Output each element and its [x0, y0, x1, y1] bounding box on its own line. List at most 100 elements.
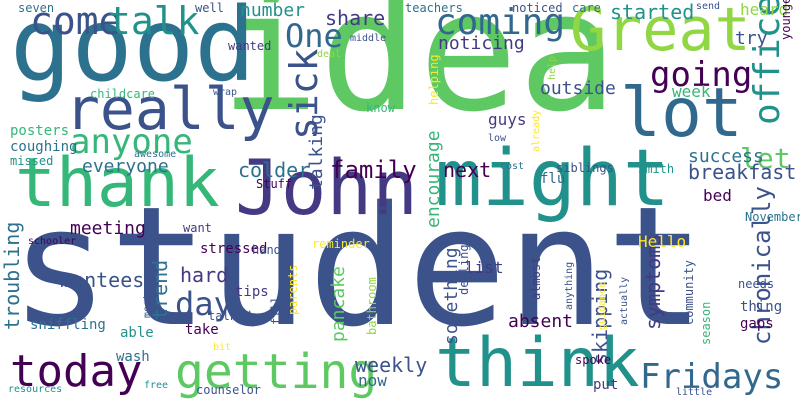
word: Smith — [638, 162, 675, 176]
word: seven — [18, 1, 55, 15]
word: reminder — [312, 237, 370, 251]
word: thing — [740, 299, 783, 315]
word: guys — [488, 110, 527, 129]
word: want — [183, 221, 212, 235]
word: next — [443, 158, 492, 182]
word: bathroom — [365, 277, 379, 335]
word: put — [593, 377, 619, 393]
word: think — [435, 324, 640, 400]
word: John — [235, 143, 419, 232]
word: heard — [740, 0, 789, 19]
word: needs — [738, 277, 775, 291]
word: talking — [306, 114, 327, 190]
word: thank — [15, 144, 220, 223]
word: bit — [213, 342, 232, 353]
word: getting — [175, 344, 378, 400]
word: fill — [269, 296, 283, 325]
word: missed — [10, 154, 54, 168]
word: counselor — [196, 383, 262, 397]
word: list — [465, 258, 504, 277]
word: might — [435, 134, 670, 224]
word: season — [699, 301, 713, 345]
word: wanted — [228, 39, 272, 53]
word: absent — [508, 311, 574, 332]
word: anything — [564, 261, 575, 310]
word: middle — [350, 33, 387, 44]
word: success — [688, 146, 764, 167]
word: day — [175, 285, 233, 323]
word: teachers — [405, 1, 463, 15]
word: coming — [435, 2, 566, 43]
word: going — [650, 55, 753, 95]
word: mentees — [60, 268, 145, 292]
word: encourage — [423, 130, 444, 228]
word: meet — [142, 293, 153, 318]
word: low — [488, 133, 507, 144]
word: breakfast — [688, 160, 797, 184]
word: anyone — [70, 122, 193, 162]
word: care — [572, 1, 601, 15]
word: helping — [427, 54, 441, 105]
word: student — [10, 171, 706, 363]
word: deal — [317, 49, 342, 60]
word: posters — [10, 123, 70, 139]
word: spoke — [575, 353, 612, 367]
word: actually — [619, 276, 630, 325]
word: weekly — [355, 353, 428, 377]
word: well — [195, 1, 224, 15]
word: Hello — [638, 232, 687, 251]
word: noticing — [438, 33, 525, 54]
word: now — [358, 371, 387, 390]
word: wash — [116, 349, 150, 365]
word: flu — [540, 171, 566, 187]
word: take — [185, 322, 219, 338]
word: come — [30, 0, 122, 43]
word: meeting — [70, 218, 146, 239]
word: share — [325, 6, 386, 30]
word: it'll — [379, 203, 393, 240]
word: guidance — [597, 281, 608, 330]
word: help — [547, 55, 558, 80]
word: awesome — [134, 149, 177, 160]
word: try — [735, 28, 768, 49]
word: schooler — [28, 236, 77, 247]
word: hard — [180, 263, 229, 287]
word: number — [240, 0, 306, 21]
word: sniffling — [30, 317, 106, 333]
word: gaps — [740, 316, 774, 332]
word: stressed — [200, 241, 268, 257]
word: younger — [779, 0, 793, 40]
word: lot — [620, 74, 743, 153]
word: dealing — [457, 244, 471, 295]
word: parents — [286, 264, 300, 315]
word: One — [285, 17, 343, 55]
word: Great — [570, 0, 751, 65]
word: colder — [238, 158, 311, 182]
word: free — [144, 380, 169, 391]
word: outside — [540, 78, 616, 99]
word: childcare — [90, 87, 156, 101]
word: noticed — [512, 1, 563, 15]
word: look — [125, 236, 150, 247]
word: know — [366, 101, 395, 115]
word: trend — [148, 259, 172, 320]
word: November — [745, 210, 800, 224]
word: everyone — [82, 156, 169, 177]
word: almost — [529, 256, 543, 300]
word: talked — [208, 309, 252, 323]
word: able — [120, 325, 154, 341]
word: troubling — [0, 221, 24, 330]
word: today — [10, 346, 143, 397]
word: Stuff — [256, 177, 293, 191]
word: already — [531, 109, 542, 152]
word: Fridays — [640, 357, 784, 397]
word: started — [610, 0, 695, 24]
word: bed — [703, 186, 732, 205]
word: send — [696, 1, 721, 12]
word: siblings — [556, 161, 614, 175]
word: idea — [220, 0, 618, 148]
word: tips — [235, 284, 269, 300]
word: resources — [8, 384, 63, 395]
word: talk — [108, 0, 200, 43]
